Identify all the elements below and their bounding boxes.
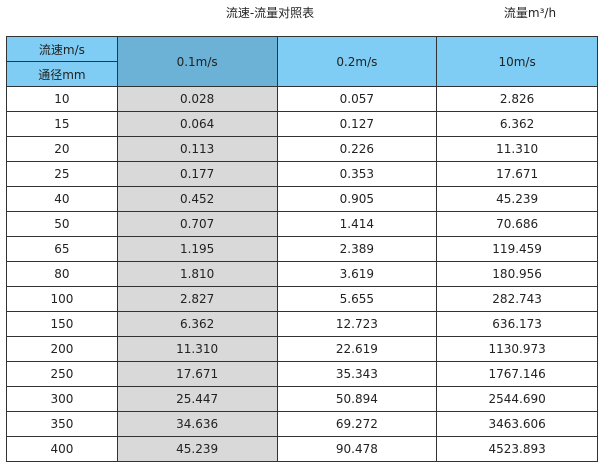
flow-cell: 180.956 [436,261,598,287]
flow-cell: 0.127 [276,111,438,137]
flow-cell: 636.173 [436,311,598,337]
diameter-cell: 100 [6,286,118,312]
flow-cell: 2.389 [276,236,438,262]
table-row: 250 17.671 35.343 1767.146 [6,361,598,387]
flow-cell: 35.343 [276,361,438,387]
table-row: 25 0.177 0.353 17.671 [6,161,598,187]
table-row: 100 2.827 5.655 282.743 [6,286,598,312]
flow-cell: 2.827 [116,286,278,312]
flow-cell: 70.686 [436,211,598,237]
flow-cell: 0.905 [276,186,438,212]
flow-cell: 50.894 [276,386,438,412]
speed-header: 流速m/s [6,36,118,62]
flow-cell: 90.478 [276,436,438,462]
flow-cell: 0.028 [116,86,278,112]
flow-cell: 11.310 [436,136,598,162]
flow-cell: 3.619 [276,261,438,287]
flow-cell: 5.655 [276,286,438,312]
table-row: 65 1.195 2.389 119.459 [6,236,598,262]
diameter-cell: 350 [6,411,118,437]
table-row: 80 1.810 3.619 180.956 [6,261,598,287]
flow-cell: 1130.973 [436,336,598,362]
flow-cell: 17.671 [116,361,278,387]
flow-cell: 282.743 [436,286,598,312]
flow-cell: 0.707 [116,211,278,237]
flow-cell: 2.826 [436,86,598,112]
table-row: 150 6.362 12.723 636.173 [6,311,598,337]
flow-cell: 45.239 [116,436,278,462]
table-row: 10 0.028 0.057 2.826 [6,86,598,112]
column-header-0.1: 0.1m/s [116,36,278,87]
table-row: 200 11.310 22.619 1130.973 [6,336,598,362]
table-title: 流速-流量对照表 [225,6,315,20]
table-row: 300 25.447 50.894 2544.690 [6,386,598,412]
table-row: 20 0.113 0.226 11.310 [6,136,598,162]
flow-cell: 17.671 [436,161,598,187]
flow-rate-table: 流速m/s 0.1m/s 0.2m/s 10m/s 通径mm 10 0.028 0.… [6,36,598,462]
diameter-cell: 150 [6,311,118,337]
unit-label: 流量m³/h [503,6,557,20]
table-row: 50 0.707 1.414 70.686 [6,211,598,237]
flow-cell: 2544.690 [436,386,598,412]
diameter-cell: 200 [6,336,118,362]
diameter-cell: 400 [6,436,118,462]
diameter-cell: 10 [6,86,118,112]
flow-cell: 22.619 [276,336,438,362]
flow-cell: 25.447 [116,386,278,412]
flow-cell: 4523.893 [436,436,598,462]
column-header-0.2: 0.2m/s [276,36,438,87]
diameter-cell: 40 [6,186,118,212]
flow-cell: 0.452 [116,186,278,212]
flow-cell: 11.310 [116,336,278,362]
diameter-cell: 50 [6,211,118,237]
table-row: 350 34.636 69.272 3463.606 [6,411,598,437]
column-header-10: 10m/s [436,36,598,87]
flow-cell: 6.362 [436,111,598,137]
flow-cell: 0.057 [276,86,438,112]
flow-cell: 0.064 [116,111,278,137]
diameter-cell: 15 [6,111,118,137]
flow-cell: 3463.606 [436,411,598,437]
table-row: 400 45.239 90.478 4523.893 [6,436,598,462]
diameter-cell: 20 [6,136,118,162]
flow-cell: 119.459 [436,236,598,262]
flow-cell: 69.272 [276,411,438,437]
diameter-cell: 25 [6,161,118,187]
flow-cell: 1.810 [116,261,278,287]
flow-cell: 45.239 [436,186,598,212]
diameter-cell: 250 [6,361,118,387]
flow-cell: 0.226 [276,136,438,162]
flow-cell: 0.177 [116,161,278,187]
flow-cell: 34.636 [116,411,278,437]
flow-cell: 1.414 [276,211,438,237]
flow-cell: 6.362 [116,311,278,337]
flow-cell: 12.723 [276,311,438,337]
diameter-cell: 80 [6,261,118,287]
flow-cell: 1.195 [116,236,278,262]
flow-cell: 1767.146 [436,361,598,387]
table-row: 15 0.064 0.127 6.362 [6,111,598,137]
flow-cell: 0.113 [116,136,278,162]
flow-cell: 0.353 [276,161,438,187]
diameter-header: 通径mm [6,61,118,87]
diameter-cell: 300 [6,386,118,412]
diameter-cell: 65 [6,236,118,262]
table-row: 40 0.452 0.905 45.239 [6,186,598,212]
